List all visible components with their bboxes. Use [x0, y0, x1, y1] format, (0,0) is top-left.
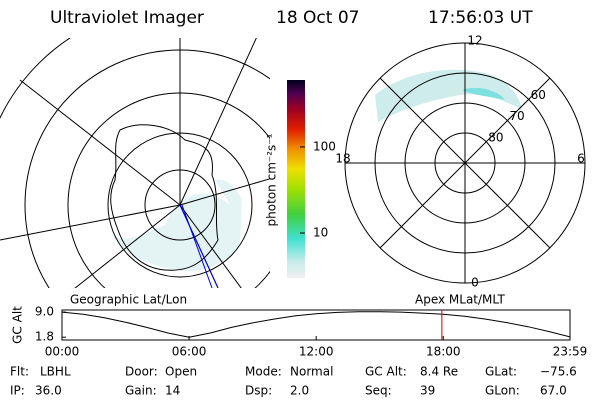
- time: 17:56:03 UT: [428, 8, 533, 28]
- info-value: LBHL: [40, 365, 71, 379]
- polar-label: Apex MLat/MLT: [415, 293, 505, 307]
- mlat-label: 60: [531, 88, 546, 102]
- mlt-label: 6: [577, 152, 585, 166]
- mlt-label: 0: [471, 276, 479, 290]
- polar-outer: [344, 42, 586, 284]
- info-label: Flt:: [10, 365, 29, 379]
- mlt-label: 12: [467, 34, 482, 48]
- date: 18 Oct 07: [276, 8, 359, 28]
- info-value: 39: [420, 384, 435, 398]
- info-value: 14: [165, 384, 180, 398]
- info-label: GLat:: [485, 365, 517, 379]
- x-tick-label: 18:00: [426, 345, 461, 359]
- info-label: GC Alt:: [365, 365, 407, 379]
- info-label: Seq:: [365, 384, 392, 398]
- info-value: 36.0: [35, 384, 62, 398]
- info-value: 2.0: [290, 384, 309, 398]
- y-tick-label: 1.8: [35, 330, 54, 344]
- info-value: −75.6: [540, 365, 577, 379]
- colorbar: [287, 80, 305, 278]
- info-label: Dsp:: [245, 384, 272, 398]
- geo-map: [0, 38, 270, 288]
- info-label: Mode:: [245, 365, 282, 379]
- x-tick-label: 00:00: [45, 345, 80, 359]
- y-axis-label: GC Alt: [11, 306, 25, 344]
- info-label: IP:: [10, 384, 25, 398]
- info-value: 67.0: [540, 384, 567, 398]
- x-tick-label: 06:00: [172, 345, 207, 359]
- polar-aurora: [375, 69, 522, 122]
- y-tick-label: 9.0: [35, 305, 54, 319]
- info-value: 8.4 Re: [420, 365, 458, 379]
- polar-spokes: [345, 43, 585, 283]
- info-label: Gain:: [125, 384, 157, 398]
- mlat-ring: [404, 102, 526, 224]
- mlat-label: 80: [488, 130, 503, 144]
- x-tick-label: 12:00: [299, 345, 334, 359]
- mlat-ring: [434, 132, 496, 194]
- altitude-line: [61, 311, 571, 338]
- info-value: Normal: [290, 365, 333, 379]
- mlat-label: 70: [509, 109, 524, 123]
- title: Ultraviolet Imager: [50, 8, 204, 28]
- x-tick-label: 23:59: [553, 345, 588, 359]
- colorbar-tick-label: 100: [313, 139, 336, 153]
- info-label: GLon:: [485, 384, 520, 398]
- info-label: Door:: [125, 365, 158, 379]
- mlat-ring: [374, 72, 556, 254]
- mlt-label: 18: [335, 152, 350, 166]
- colorbar-tick-label: 10: [313, 226, 328, 240]
- colorbar-label: photon cm⁻²s⁻¹: [265, 133, 279, 226]
- geo-label: Geographic Lat/Lon: [70, 293, 187, 307]
- info-value: Open: [165, 365, 197, 379]
